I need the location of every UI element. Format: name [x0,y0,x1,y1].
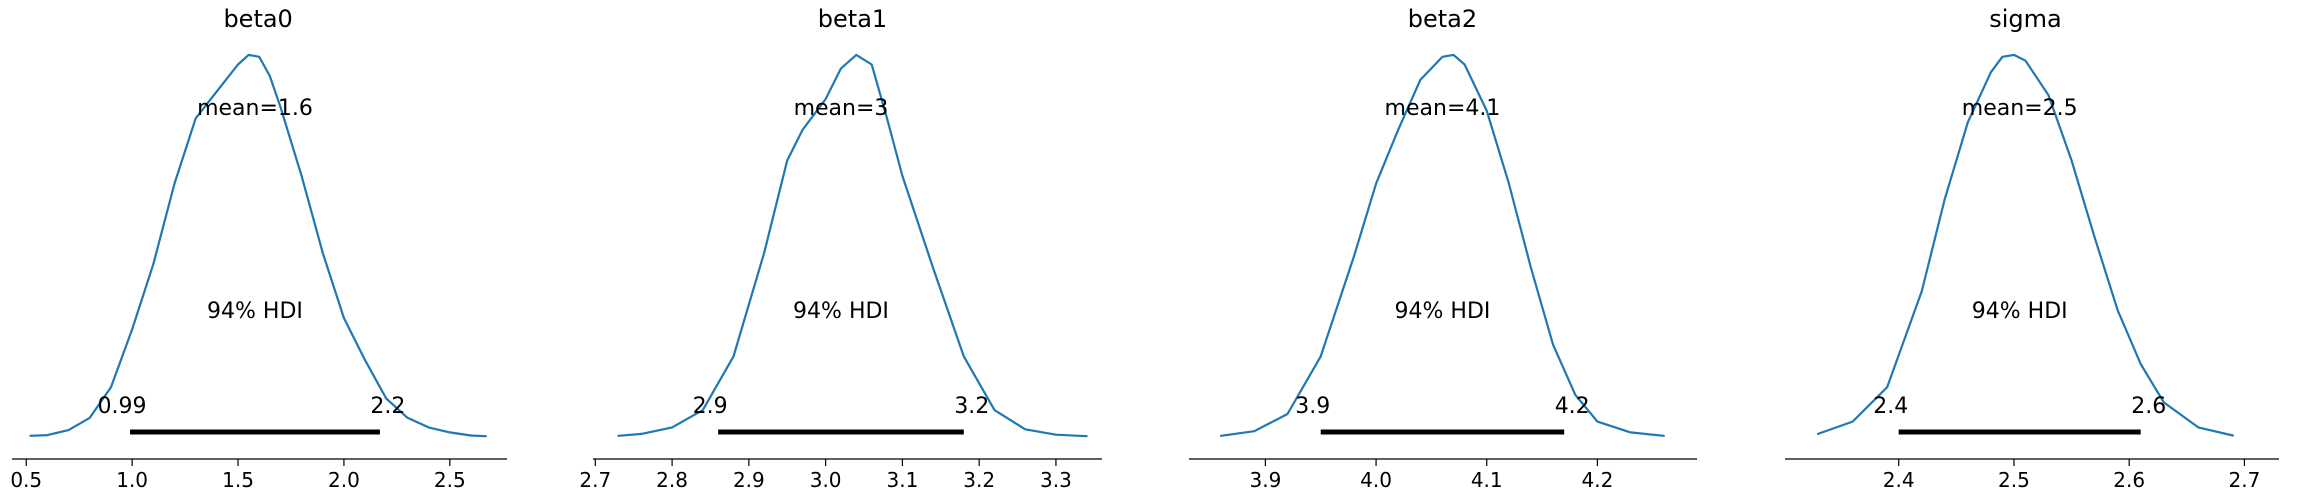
hdi-label: 94% HDI [207,299,303,324]
x-tick-label: 2.7 [2229,468,2261,492]
panel-beta1: beta1 mean=3 94% HDI 2.9 3.2 2.7 2.8 2.9 3.0 3.1 3… [579,5,1102,492]
x-tick-label: 1.0 [116,468,148,492]
hdi-low-label: 3.9 [1295,394,1330,419]
hdi-low-label: 2.4 [1873,394,1908,419]
x-tick-label: 3.1 [886,468,918,492]
x-tick-label: 2.7 [579,468,611,492]
x-tick-label: 2.5 [1998,468,2030,492]
x-tick-label: 2.8 [656,468,688,492]
x-tick-label: 3.0 [810,468,842,492]
x-tick-label: 2.9 [733,468,765,492]
x-tick-label: 2.4 [1883,468,1915,492]
x-tick-label: 3.2 [963,468,995,492]
x-tick-label: 4.2 [1581,468,1613,492]
hdi-high-label: 2.6 [2131,394,2166,419]
panel-title: sigma [1989,5,2062,33]
x-tick-label: 2.5 [434,468,466,492]
density-curve [29,53,487,438]
density-curve [1220,53,1665,437]
x-tick-label: 4.1 [1471,468,1503,492]
mean-label: mean=3 [794,96,889,121]
density-curve [1816,53,2234,437]
panel-title: beta0 [223,5,292,33]
x-tick-label: 3.3 [1040,468,1072,492]
hdi-high-label: 3.2 [954,394,989,419]
hdi-label: 94% HDI [793,299,889,324]
panel-sigma: sigma mean=2.5 94% HDI 2.4 2.6 2.4 2.5 2.6 2.7 [1785,5,2279,492]
x-tick-label: 1.5 [222,468,254,492]
panel-title: beta2 [1408,5,1477,33]
hdi-label: 94% HDI [1972,299,2068,324]
panel-title: beta1 [818,5,887,33]
x-tick-label: 0.5 [10,468,42,492]
hdi-label: 94% HDI [1395,299,1491,324]
hdi-high-label: 4.2 [1555,394,1590,419]
mean-label: mean=1.6 [197,96,313,121]
mean-label: mean=2.5 [1962,96,2078,121]
x-tick-label: 3.9 [1249,468,1281,492]
panel-beta0: beta0 mean=1.6 94% HDI 0.99 2.2 0.5 1.0 1.5 2.0 2… [10,5,507,492]
hdi-low-label: 2.9 [693,394,728,419]
x-tick-label: 2.6 [2113,468,2145,492]
hdi-high-label: 2.2 [370,394,405,419]
density-curve [617,53,1088,438]
mean-label: mean=4.1 [1385,96,1501,121]
x-tick-label: 4.0 [1360,468,1392,492]
panel-beta2: beta2 mean=4.1 94% HDI 3.9 4.2 3.9 4.0 4.1 4.2 [1189,5,1697,492]
hdi-low-label: 0.99 [98,394,147,419]
x-tick-label: 2.0 [328,468,360,492]
